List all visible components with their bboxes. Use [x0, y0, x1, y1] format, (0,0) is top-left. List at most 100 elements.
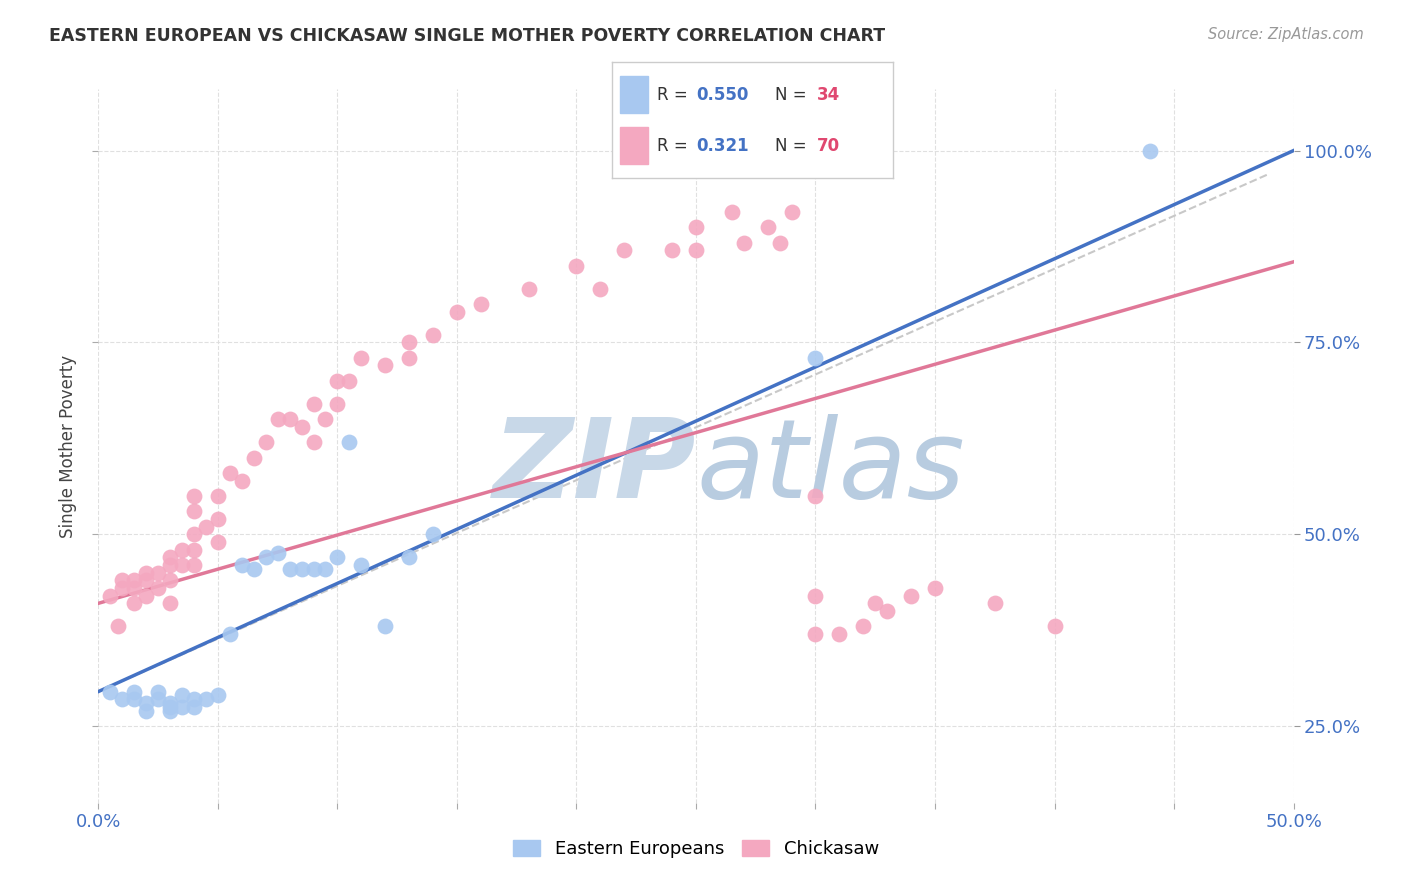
- Point: [135, 704, 157, 718]
- Point: [278, 562, 301, 576]
- Point: [350, 351, 373, 365]
- Point: [721, 205, 744, 219]
- Point: [124, 684, 146, 698]
- Point: [780, 205, 803, 219]
- Point: [661, 244, 683, 258]
- Point: [172, 689, 194, 703]
- Text: 34: 34: [817, 86, 841, 103]
- Point: [291, 419, 314, 434]
- Point: [135, 566, 157, 580]
- Point: [207, 689, 229, 703]
- Point: [195, 692, 218, 706]
- Point: [111, 692, 134, 706]
- Point: [159, 550, 181, 565]
- Point: [159, 704, 181, 718]
- Point: [172, 558, 194, 572]
- Point: [828, 627, 851, 641]
- Point: [1139, 144, 1161, 158]
- Point: [183, 699, 205, 714]
- Point: [374, 359, 396, 373]
- Point: [865, 596, 887, 610]
- Point: [291, 562, 314, 576]
- Point: [195, 519, 218, 533]
- Point: [756, 220, 779, 235]
- Point: [804, 351, 827, 365]
- Point: [685, 244, 707, 258]
- Point: [183, 504, 205, 518]
- Point: [111, 581, 134, 595]
- Point: [243, 450, 266, 465]
- Point: [124, 692, 146, 706]
- Point: [231, 558, 253, 572]
- Point: [207, 512, 229, 526]
- Point: [148, 566, 170, 580]
- Point: [124, 574, 146, 588]
- Point: [207, 535, 229, 549]
- Point: [243, 562, 266, 576]
- Point: [183, 558, 205, 572]
- Point: [398, 335, 420, 350]
- Point: [768, 235, 790, 250]
- Text: R =: R =: [657, 86, 693, 103]
- Point: [339, 374, 361, 388]
- Point: [339, 435, 361, 450]
- Point: [267, 412, 290, 426]
- Point: [302, 562, 325, 576]
- Point: [804, 589, 827, 603]
- Point: [254, 550, 277, 565]
- Point: [219, 627, 242, 641]
- Point: [315, 562, 337, 576]
- Text: EASTERN EUROPEAN VS CHICKASAW SINGLE MOTHER POVERTY CORRELATION CHART: EASTERN EUROPEAN VS CHICKASAW SINGLE MOT…: [49, 27, 886, 45]
- Point: [1043, 619, 1066, 633]
- Point: [398, 351, 420, 365]
- Point: [565, 259, 588, 273]
- Bar: [620, 77, 648, 113]
- Point: [148, 581, 170, 595]
- Point: [219, 466, 242, 480]
- Point: [231, 474, 253, 488]
- Point: [326, 397, 349, 411]
- Point: [302, 397, 325, 411]
- Point: [183, 692, 205, 706]
- Point: [111, 574, 134, 588]
- Point: [350, 558, 373, 572]
- Text: 0.550: 0.550: [696, 86, 748, 103]
- Point: [159, 699, 181, 714]
- Point: [422, 327, 444, 342]
- Y-axis label: Single Mother Poverty: Single Mother Poverty: [59, 354, 77, 538]
- Point: [613, 244, 636, 258]
- Point: [172, 699, 194, 714]
- Point: [207, 489, 229, 503]
- Point: [446, 304, 468, 318]
- Text: atlas: atlas: [696, 414, 965, 521]
- Point: [124, 581, 146, 595]
- Point: [804, 489, 827, 503]
- Point: [374, 619, 396, 633]
- Text: ZIP: ZIP: [492, 414, 696, 521]
- Point: [98, 684, 122, 698]
- Point: [733, 235, 755, 250]
- Text: N =: N =: [775, 86, 811, 103]
- Point: [517, 282, 540, 296]
- Point: [326, 550, 349, 565]
- Point: [183, 527, 205, 541]
- Point: [589, 282, 612, 296]
- Point: [852, 619, 875, 633]
- Point: [302, 435, 325, 450]
- Point: [984, 596, 1007, 610]
- Point: [135, 589, 157, 603]
- Point: [183, 542, 205, 557]
- Point: [159, 596, 181, 610]
- Point: [183, 489, 205, 503]
- Point: [148, 692, 170, 706]
- Text: 70: 70: [817, 137, 839, 155]
- Point: [315, 412, 337, 426]
- Point: [135, 574, 157, 588]
- Point: [254, 435, 277, 450]
- Point: [159, 574, 181, 588]
- Point: [159, 558, 181, 572]
- Text: R =: R =: [657, 137, 693, 155]
- Point: [422, 527, 444, 541]
- Text: N =: N =: [775, 137, 811, 155]
- Point: [98, 589, 122, 603]
